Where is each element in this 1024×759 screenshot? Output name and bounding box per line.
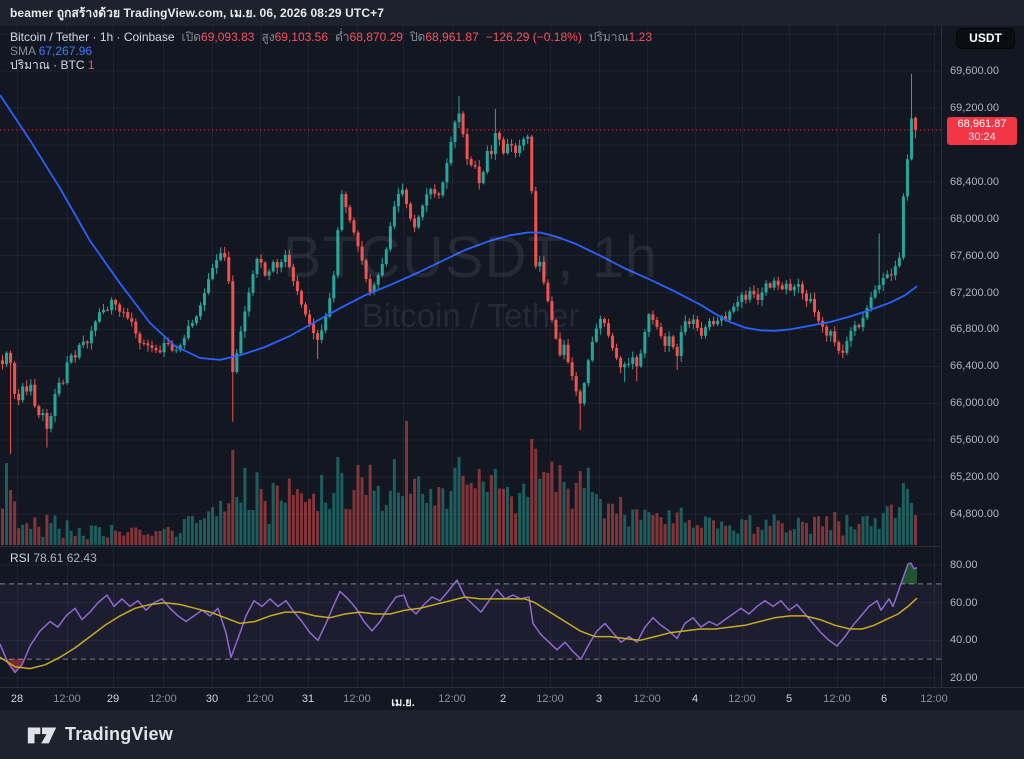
volume-study-value: 1 <box>87 58 95 72</box>
chart-area: BTCUSDT, 1h Bitcoin / Tether Bitcoin / T… <box>0 26 1024 710</box>
price-axis-label: 67,600.00 <box>950 249 999 262</box>
time-axis-label: 12:00 <box>536 693 564 705</box>
rsi-axis-label: 80.00 <box>950 559 978 571</box>
price-axis-label: 68,000.00 <box>950 212 999 225</box>
snapshot-title-bar: beamer ถูกสร้างด้วย TradingView.com, เม.… <box>0 0 1024 26</box>
footer-bar: TradingView <box>0 710 1024 759</box>
time-axis-label: 12:00 <box>920 693 948 705</box>
price-axis-label: 69,600.00 <box>950 65 999 77</box>
time-axis-label: 12:00 <box>823 693 851 705</box>
currency-toggle-button[interactable]: USDT <box>956 28 1015 49</box>
price-axis-label: 64,800.00 <box>950 508 999 520</box>
symbol-description[interactable]: Bitcoin / Tether · 1h · Coinbase <box>10 30 175 44</box>
time-axis-label: 12:00 <box>633 693 661 705</box>
time-axis-label: 30 <box>205 693 219 705</box>
close-label: ปิด <box>409 30 426 44</box>
time-axis-label: 12:00 <box>53 693 81 705</box>
last-price-value: 68,961.87 <box>957 117 1007 130</box>
time-axis-label: 12:00 <box>728 693 756 705</box>
price-axis-label: 66,400.00 <box>950 360 999 373</box>
time-axis-label: 2 <box>499 693 507 705</box>
snapshot-title-text: beamer ถูกสร้างด้วย TradingView.com, เม.… <box>10 5 384 20</box>
volume-value: 1.23 <box>628 30 653 44</box>
time-axis-label: 6 <box>880 693 888 705</box>
rsi-value: 78.61 <box>33 551 64 565</box>
legend-volume-row: ปริมาณ · BTC 1 <box>10 58 652 72</box>
time-axis-label: 12:00 <box>246 693 274 705</box>
time-axis-label: 12:00 <box>149 693 177 705</box>
rsi-label[interactable]: RSI <box>10 551 31 565</box>
close-value: 68,961.87 <box>425 30 479 44</box>
price-axis-label: 66,800.00 <box>950 323 999 336</box>
rsi-axis-label: 40.00 <box>950 634 978 647</box>
price-axis[interactable]: 68,961.87 30:24 69,600.00 69,200.00 68,400… <box>941 26 1024 687</box>
rsi-axis-label: 20.00 <box>950 672 978 684</box>
open-label: เปิด <box>181 30 202 44</box>
rsi-legend: RSI 78.61 62.43 <box>10 551 97 565</box>
legend-ohlc-row: Bitcoin / Tether · 1h · Coinbase เปิด69,0… <box>10 30 652 44</box>
legend-sma-row: SMA 67,267.96 <box>10 44 652 58</box>
bar-countdown: 30:24 <box>968 130 996 143</box>
time-axis-label: 29 <box>106 693 120 705</box>
rsi-ma-value: 62.43 <box>66 551 97 565</box>
chart-canvas[interactable] <box>0 26 941 687</box>
price-axis-label: 66,000.00 <box>950 397 999 410</box>
price-axis-label: 68,400.00 <box>950 175 999 188</box>
price-axis-label: 69,200.00 <box>950 101 999 114</box>
low-label: ต่ำ <box>335 30 350 44</box>
sma-value: 67,267.96 <box>38 44 93 58</box>
time-axis-label: 3 <box>595 693 603 705</box>
time-axis-label: เม.ย. <box>391 697 415 709</box>
open-value: 69,093.83 <box>201 30 255 44</box>
rsi-axis-label: 60.00 <box>950 596 978 609</box>
change-value: −126.29 (−0.18%) <box>485 30 582 44</box>
volume-label: ปริมาณ <box>588 30 629 44</box>
sma-label[interactable]: SMA <box>10 44 36 58</box>
price-axis-label: 67,200.00 <box>950 286 999 299</box>
time-axis-label: 4 <box>691 693 699 705</box>
time-axis-label: 12:00 <box>438 693 466 705</box>
time-axis-label: 12:00 <box>343 693 371 705</box>
tradingview-home-link[interactable]: TradingView <box>27 722 173 748</box>
price-axis-label: 65,200.00 <box>950 471 999 484</box>
time-axis-label: 5 <box>785 693 793 705</box>
time-axis-label: 31 <box>301 693 315 705</box>
tradingview-logo-icon <box>27 722 57 748</box>
last-price-badge: 68,961.87 30:24 <box>947 116 1017 145</box>
price-axis-label: 65,600.00 <box>950 434 999 447</box>
high-value: 69,103.56 <box>274 30 329 44</box>
time-axis[interactable]: 28 12:00 29 12:00 30 12:00 31 12:00 เม.ย. 12:00 2 1… <box>0 687 1024 710</box>
low-value: 68,870.29 <box>349 30 403 44</box>
time-axis-label: 28 <box>10 693 24 705</box>
high-label: สูง <box>261 30 275 44</box>
tradingview-brand-name: TradingView <box>65 724 173 744</box>
symbol-legend: Bitcoin / Tether · 1h · Coinbase เปิด69,0… <box>10 30 652 72</box>
volume-study-label[interactable]: ปริมาณ · BTC <box>10 58 85 72</box>
